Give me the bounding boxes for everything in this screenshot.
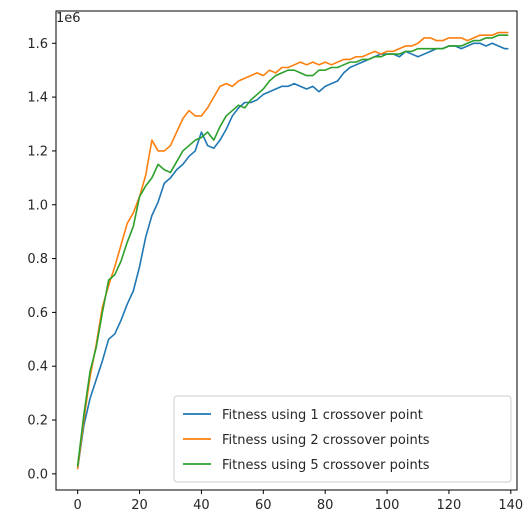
y-tick-label: 1.0: [27, 198, 48, 213]
x-tick-label: 0: [74, 498, 82, 513]
x-tick-label: 140: [498, 498, 523, 513]
y-tick-label: 1.6: [27, 37, 48, 52]
plot-area-frame: [55, 10, 518, 491]
y-tick-label: 0.0: [27, 467, 48, 482]
y-tick-label: 1.4: [27, 91, 48, 106]
series-layer: [76, 31, 509, 470]
x-axis: 0 20 40 60 80 100 120 140: [74, 490, 523, 513]
x-tick-label: 40: [193, 498, 210, 513]
y-tick-label: 0.4: [27, 360, 48, 375]
y-tick-label: 1.2: [27, 144, 48, 159]
x-tick-label: 80: [317, 498, 334, 513]
legend: Fitness using 1 crossover point Fitness u…: [173, 395, 512, 483]
legend-label-3: Fitness using 5 crossover points: [222, 458, 430, 473]
y-offset-label: 1e6: [56, 11, 81, 26]
y-tick-label: 0.6: [27, 306, 48, 321]
legend-frame: [173, 395, 512, 483]
y-tick-label: 0.8: [27, 252, 48, 267]
y-axis: 0.0 0.2 0.4 0.6 0.8 1.0 1.2 1.4 1.6: [27, 37, 56, 482]
legend-label-2: Fitness using 2 crossover points: [222, 433, 430, 448]
x-tick-label: 60: [255, 498, 272, 513]
series-line-3: [76, 34, 509, 467]
x-tick-label: 20: [131, 498, 148, 513]
series-line-2: [76, 31, 509, 470]
x-tick-label: 120: [437, 498, 462, 513]
y-tick-label: 0.2: [27, 414, 48, 429]
legend-label-1: Fitness using 1 crossover point: [222, 408, 423, 423]
x-tick-label: 100: [375, 498, 400, 513]
